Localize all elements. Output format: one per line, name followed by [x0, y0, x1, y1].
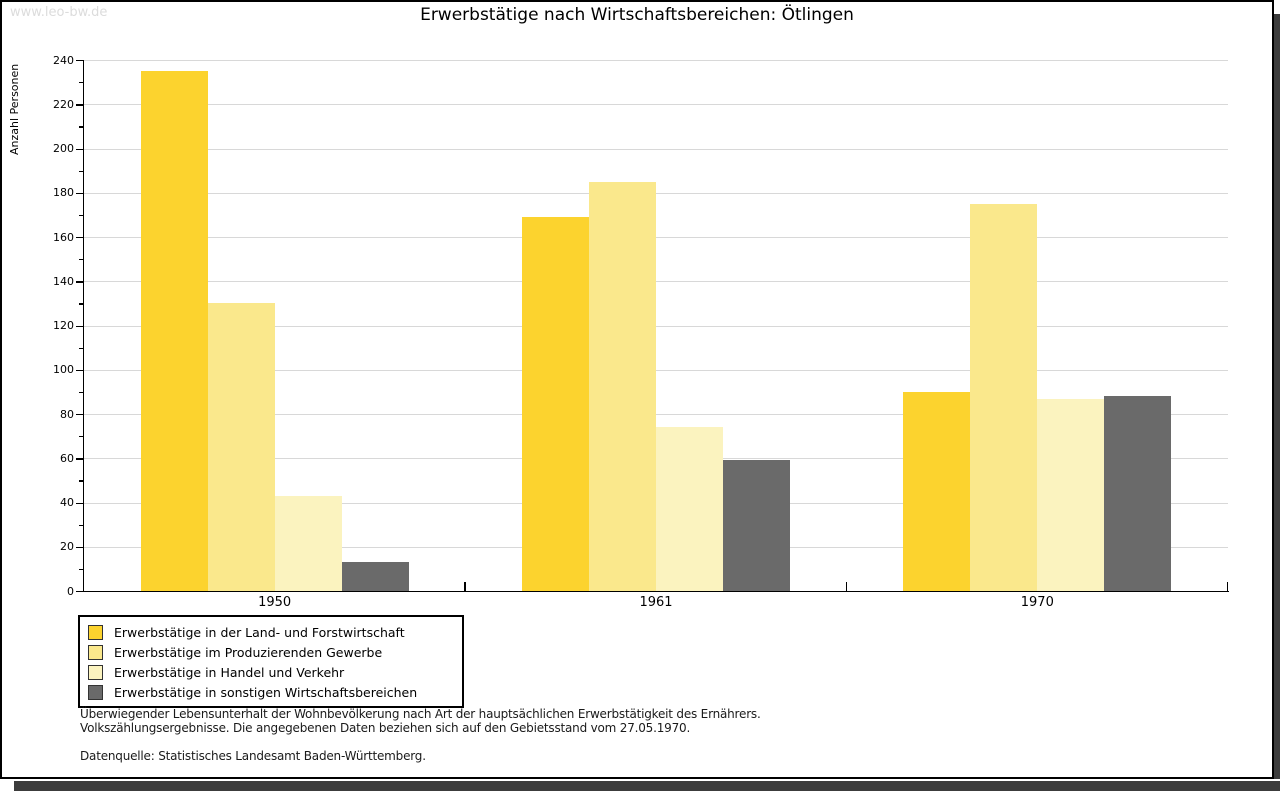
bar-1950-series-3 [274, 495, 342, 591]
watermark-url: www.leo-bw.de [10, 5, 108, 20]
y-tick-200 [76, 148, 84, 150]
x-axis-line [82, 590, 1229, 593]
y-tick-label-180: 180 [53, 186, 74, 200]
bar-1950-series-1 [140, 71, 208, 591]
plot-area: 0 20 40 60 80 100 120 140 160 180 200 220 240 1950 196… [53, 54, 1229, 610]
y-tick-label-240: 240 [53, 53, 74, 67]
bar-1970-series-2 [970, 203, 1038, 591]
x-category-label: 1961 [639, 595, 673, 610]
y-minor-tick-170 [79, 214, 84, 217]
footnote-source: Datenquelle: Statistisches Landesamt Bad… [80, 749, 426, 763]
y-tick-120 [76, 325, 84, 327]
bar-1950-series-2 [207, 303, 275, 591]
y-tick-240 [76, 60, 84, 62]
legend-row: Erwerbstätige in der Land- und Forstwirt… [88, 622, 454, 642]
gridline-100 [84, 369, 1228, 371]
bar-1970-series-3 [1037, 398, 1105, 591]
y-minor-tick-230 [79, 82, 84, 84]
legend-box: Erwerbstätige in der Land- und Forstwirt… [78, 615, 464, 708]
legend-swatch-icon [88, 684, 103, 700]
y-tick-20 [76, 546, 84, 549]
bar-1950-series-4 [341, 562, 409, 591]
bar-1961-series-3 [656, 427, 723, 591]
y-tick-label-120: 120 [53, 319, 74, 332]
y-minor-tick-210 [79, 126, 84, 128]
bar-1970-series-4 [1104, 396, 1172, 591]
footnote-line-1: Überwiegender Lebensunterhalt der Wohnbe… [80, 707, 761, 721]
gridline-160 [84, 237, 1228, 238]
y-tick-label-80: 80 [60, 407, 74, 421]
y-minor-tick-110 [79, 347, 84, 349]
y-minor-tick-130 [79, 303, 84, 305]
legend-label: Erwerbstätige im Produzierenden Gewerbe [114, 644, 383, 660]
legend-label: Erwerbstätige in sonstigen Wirtschaftsbe… [114, 684, 418, 700]
gridline-80 [84, 414, 1228, 415]
y-tick-label-0: 0 [67, 584, 74, 598]
gridline-200 [84, 148, 1228, 150]
y-tick-label-200: 200 [53, 142, 74, 155]
y-axis-title: Anzahl Personen [8, 63, 21, 155]
y-tick-label-100: 100 [53, 363, 74, 377]
frame-shadow-right [1274, 14, 1280, 779]
gridline-240 [84, 60, 1228, 61]
legend-row: Erwerbstätige in Handel und Verkehr [88, 662, 454, 682]
y-minor-tick-70 [79, 436, 84, 438]
y-tick-0 [76, 591, 84, 593]
x-category-label: 1950 [258, 595, 292, 610]
legend-swatch-icon [88, 624, 103, 640]
legend-swatch-icon [88, 644, 103, 660]
legend-label: Erwerbstätige in Handel und Verkehr [114, 664, 345, 680]
legend-row: Erwerbstätige im Produzierenden Gewerbe [88, 642, 454, 662]
y-tick-60 [76, 458, 84, 460]
bar-1961-series-2 [589, 181, 656, 591]
y-tick-100 [76, 369, 84, 372]
y-tick-label-60: 60 [60, 451, 74, 465]
legend-label: Erwerbstätige in der Land- und Forstwirt… [114, 624, 405, 640]
y-tick-180 [76, 192, 84, 195]
chart-title: Erwerbstätige nach Wirtschaftsbereichen:… [420, 5, 854, 25]
y-tick-40 [76, 502, 84, 504]
footnote-line-2: Volkszählungsergebnisse. Die angegebenen… [80, 721, 691, 735]
legend-row: Erwerbstätige in sonstigen Wirtschaftsbe… [88, 682, 454, 702]
x-boundary-tick [464, 582, 466, 591]
y-tick-label-20: 20 [60, 540, 74, 554]
gridline-180 [84, 192, 1228, 194]
y-tick-160 [76, 237, 84, 239]
gridline-140 [84, 281, 1228, 283]
y-tick-label-140: 140 [53, 274, 74, 288]
y-tick-label-40: 40 [60, 496, 74, 509]
bar-1961-series-4 [723, 460, 790, 591]
y-tick-label-160: 160 [53, 230, 74, 244]
x-boundary-tick [845, 582, 848, 591]
y-minor-tick-90 [79, 391, 84, 394]
y-tick-80 [76, 414, 84, 416]
gridline-220 [84, 104, 1228, 106]
bar-1970-series-1 [903, 391, 971, 591]
y-minor-tick-30 [79, 524, 84, 526]
y-minor-tick-150 [79, 259, 84, 261]
frame-shadow-bottom [14, 781, 1280, 791]
x-boundary-tick [1227, 582, 1229, 591]
y-tick-140 [76, 281, 84, 283]
y-minor-tick-10 [79, 568, 84, 571]
bar-1961-series-1 [522, 217, 589, 591]
y-minor-tick-50 [79, 480, 84, 482]
x-category-label: 1970 [1020, 595, 1054, 610]
gridline-120 [84, 325, 1228, 327]
legend-swatch-icon [88, 664, 103, 680]
y-tick-220 [76, 104, 84, 106]
y-minor-tick-190 [79, 170, 84, 172]
y-tick-label-220: 220 [53, 97, 74, 111]
